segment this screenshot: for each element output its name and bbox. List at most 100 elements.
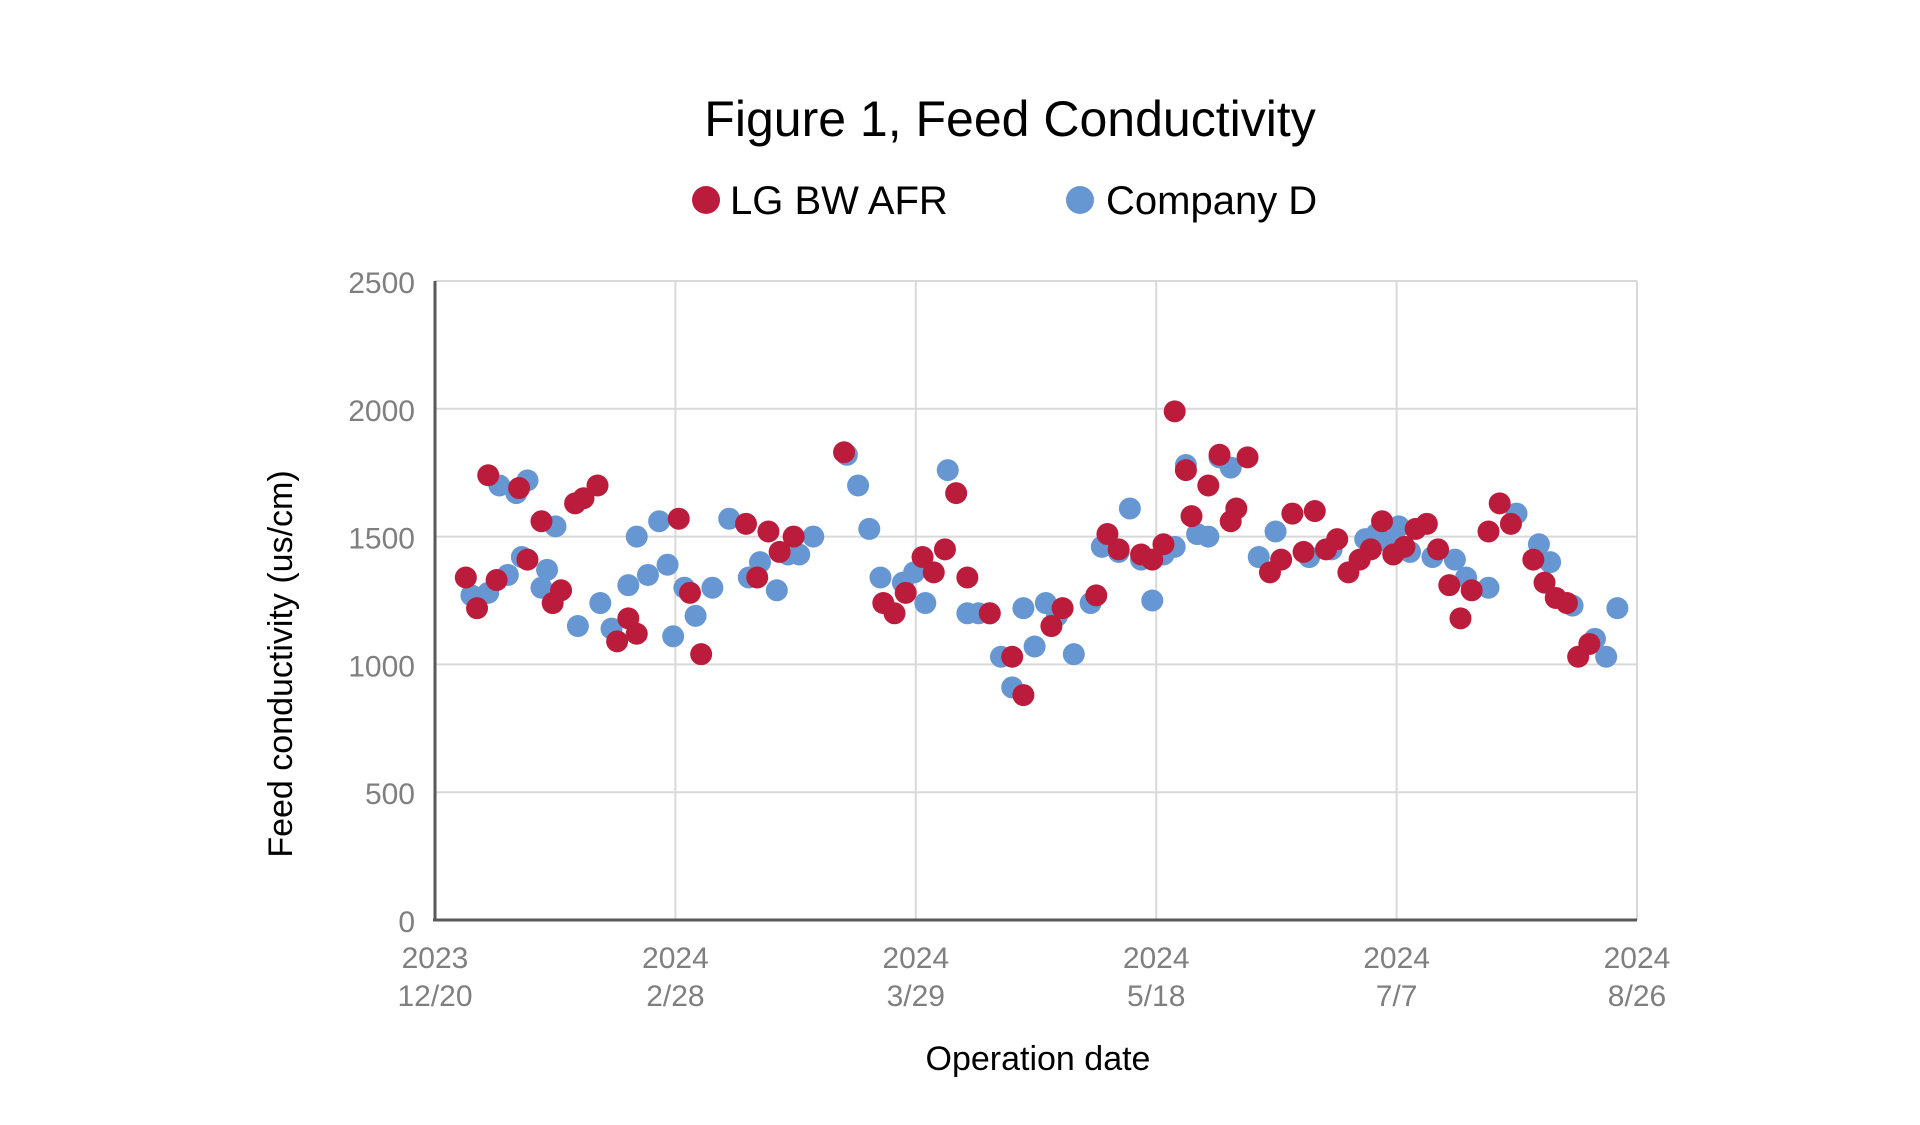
y-tick-label: 1500 [348, 523, 415, 556]
point-lg-bw-afr [1281, 502, 1304, 525]
point-lg-bw-afr [1371, 510, 1394, 533]
point-lg-bw-afr [454, 566, 477, 589]
point-lg-bw-afr [1107, 538, 1130, 561]
x-tick-label-date: 5/18 [1127, 980, 1185, 1013]
point-lg-bw-afr [956, 566, 979, 589]
point-lg-bw-afr [1012, 684, 1035, 707]
point-company-d [1443, 548, 1466, 571]
point-lg-bw-afr [1460, 579, 1483, 602]
point-lg-bw-afr [667, 507, 690, 530]
point-lg-bw-afr [1236, 446, 1259, 469]
point-lg-bw-afr [1208, 443, 1231, 466]
point-lg-bw-afr [933, 538, 956, 561]
point-lg-bw-afr [1393, 535, 1416, 558]
point-lg-bw-afr [1174, 459, 1197, 482]
point-company-d [684, 604, 707, 627]
point-lg-bw-afr [833, 441, 856, 464]
point-lg-bw-afr [1197, 474, 1220, 497]
x-tick-label-date: 8/26 [1608, 980, 1666, 1013]
legend-marker-lg-bw-afr [692, 186, 720, 214]
point-lg-bw-afr [508, 477, 531, 500]
point-lg-bw-afr [1449, 607, 1472, 630]
x-tick-label-year: 2024 [1363, 942, 1430, 975]
point-lg-bw-afr [1270, 548, 1293, 571]
x-tick-label-date: 3/29 [887, 980, 945, 1013]
point-lg-bw-afr [1578, 632, 1601, 655]
y-axis-label: Feed conductivity (us/cm) [262, 470, 300, 857]
point-company-d [1062, 643, 1085, 666]
legend-marker-company-d [1066, 186, 1094, 214]
point-company-d [914, 592, 937, 615]
point-company-d [718, 507, 741, 530]
point-company-d [1264, 520, 1287, 543]
point-lg-bw-afr [746, 566, 769, 589]
point-lg-bw-afr [1488, 492, 1511, 515]
legend: LG BW AFR Company D [692, 179, 1317, 223]
data-points [454, 400, 1629, 707]
x-tick-label-year: 2024 [1123, 942, 1190, 975]
point-lg-bw-afr [1359, 538, 1382, 561]
point-lg-bw-afr [1225, 497, 1248, 520]
point-company-d [1012, 597, 1035, 620]
point-company-d [566, 615, 589, 638]
legend-label-lg-bw-afr: LG BW AFR [730, 179, 948, 223]
point-company-d [1595, 645, 1618, 668]
point-lg-bw-afr [550, 579, 573, 602]
x-axis-label: Operation date [926, 1040, 1151, 1078]
point-lg-bw-afr [1427, 538, 1450, 561]
y-tick-label: 2500 [348, 267, 415, 300]
point-lg-bw-afr [1040, 615, 1063, 638]
point-company-d [625, 525, 648, 548]
point-company-d [1539, 551, 1562, 574]
point-lg-bw-afr [1555, 592, 1578, 615]
point-lg-bw-afr [782, 525, 805, 548]
point-lg-bw-afr [768, 540, 791, 563]
point-lg-bw-afr [1163, 400, 1186, 423]
point-company-d [648, 510, 671, 533]
point-company-d [636, 563, 659, 586]
point-company-d [1118, 497, 1141, 520]
point-lg-bw-afr [586, 474, 609, 497]
point-lg-bw-afr [606, 630, 629, 653]
x-tick-label-year: 2023 [402, 942, 469, 975]
legend-label-company-d: Company D [1106, 179, 1317, 223]
x-tick-label-date: 12/20 [397, 980, 472, 1013]
point-lg-bw-afr [735, 512, 758, 535]
point-company-d [1197, 525, 1220, 548]
point-company-d [788, 543, 811, 566]
point-lg-bw-afr [572, 487, 595, 510]
point-lg-bw-afr [1477, 520, 1500, 543]
point-lg-bw-afr [1303, 500, 1326, 523]
x-tick-label-date: 7/7 [1376, 980, 1418, 1013]
point-company-d [765, 579, 788, 602]
point-lg-bw-afr [1499, 512, 1522, 535]
x-tick-label-year: 2024 [642, 942, 709, 975]
point-company-d [656, 553, 679, 576]
point-company-d [589, 592, 612, 615]
x-tick-label-year: 2024 [882, 942, 949, 975]
point-company-d [662, 625, 685, 648]
axes [433, 281, 1637, 922]
point-lg-bw-afr [922, 561, 945, 584]
point-company-d [530, 576, 553, 599]
chart-title: Figure 1, Feed Conductivity [704, 91, 1315, 147]
point-lg-bw-afr [1051, 597, 1074, 620]
point-lg-bw-afr [1180, 505, 1203, 528]
x-tick-label-date: 2/28 [646, 980, 704, 1013]
point-company-d [1477, 576, 1500, 599]
y-tick-label: 1000 [348, 650, 415, 683]
point-company-d [869, 566, 892, 589]
point-lg-bw-afr [466, 597, 489, 620]
point-lg-bw-afr [757, 520, 780, 543]
point-lg-bw-afr [1326, 528, 1349, 551]
point-lg-bw-afr [1415, 512, 1438, 535]
point-lg-bw-afr [678, 581, 701, 604]
point-lg-bw-afr [1001, 645, 1024, 668]
point-company-d [617, 574, 640, 597]
point-lg-bw-afr [978, 602, 1001, 625]
point-company-d [936, 459, 959, 482]
point-company-d [1606, 597, 1629, 620]
y-tick-label: 2000 [348, 395, 415, 428]
point-lg-bw-afr [477, 464, 500, 487]
